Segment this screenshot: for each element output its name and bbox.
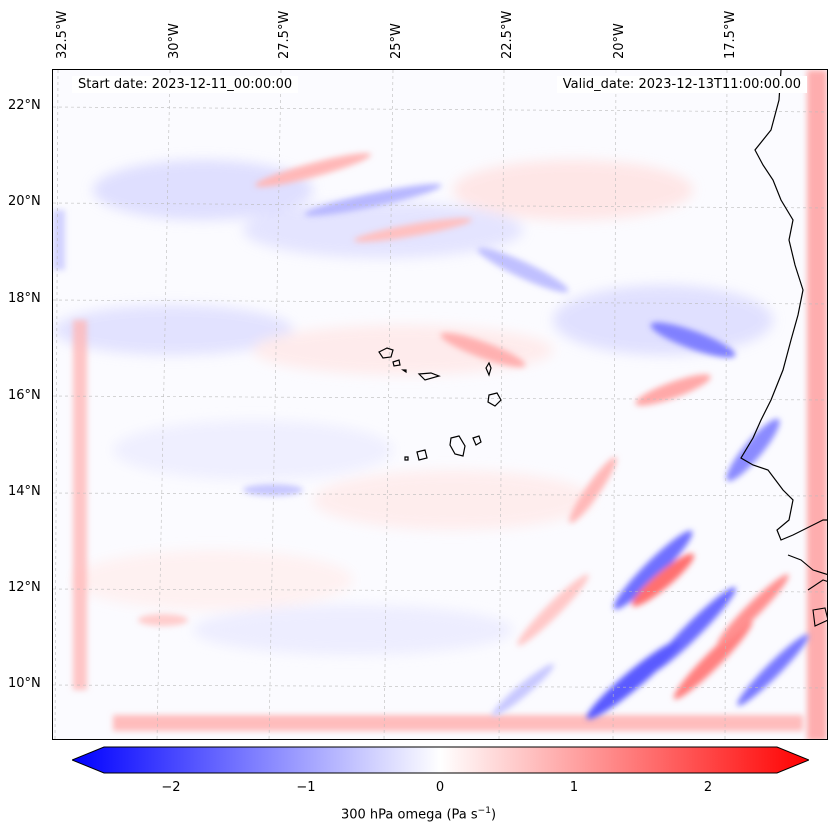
- omega-streaks: [138, 153, 809, 720]
- lon-label-17-5w: 17.5°W: [723, 10, 738, 59]
- africa-coastline: [740, 70, 827, 541]
- lon-label-32-5w: 32.5°W: [55, 10, 70, 59]
- lon-label-20w: 20°W: [612, 23, 627, 59]
- lon-label-30w: 30°W: [167, 23, 182, 59]
- lat-label-14n: 14°N: [8, 484, 41, 499]
- lat-label-12n: 12°N: [8, 580, 41, 595]
- colorbar-tick-0: 0: [435, 780, 445, 795]
- lat-label-22n: 22°N: [8, 98, 41, 113]
- colorbar-tick-2: 2: [703, 780, 713, 795]
- colorbar-tick-minus2: −2: [161, 780, 181, 795]
- colorbar-title: 300 hPa omega (Pa s−1): [0, 806, 837, 822]
- omega-field: [53, 70, 827, 739]
- omega-edge-bands: [53, 70, 827, 739]
- omega-map-panel: [52, 69, 828, 740]
- valid-date-label: Valid_date: 2023-12-13T11:00:00.00: [556, 76, 807, 93]
- lat-label-18n: 18°N: [8, 291, 41, 306]
- lon-label-25w: 25°W: [389, 23, 404, 59]
- colorbar: [72, 746, 809, 774]
- colorbar-tick-1: 1: [569, 780, 579, 795]
- coast-bissau-islands: [787, 554, 827, 627]
- cape-verde-islands: [378, 347, 502, 461]
- colorbar-tick-minus1: −1: [296, 780, 316, 795]
- lon-label-27-5w: 27.5°W: [277, 10, 292, 59]
- lat-label-20n: 20°N: [8, 194, 41, 209]
- start-date-label: Start date: 2023-12-11_00:00:00: [72, 76, 299, 93]
- lat-label-16n: 16°N: [8, 388, 41, 403]
- map-gridlines: [53, 70, 827, 739]
- colorbar-title-superscript: −1: [477, 806, 491, 816]
- colorbar-title-text: 300 hPa omega (Pa s: [340, 807, 478, 823]
- lat-label-10n: 10°N: [8, 676, 41, 691]
- lon-label-22-5w: 22.5°W: [500, 10, 515, 59]
- colorbar-title-close: ): [490, 807, 497, 823]
